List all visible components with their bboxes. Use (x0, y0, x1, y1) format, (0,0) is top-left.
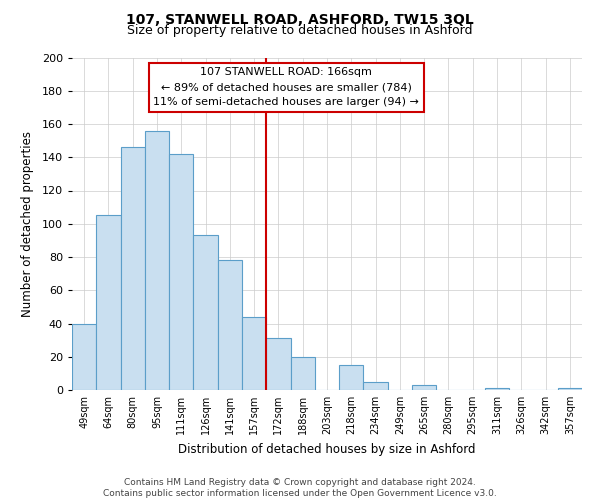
Bar (558, 388, 582, 390)
Bar (96, 216, 121, 390)
Bar (145, 130, 169, 390)
Bar (266, 338, 290, 390)
Bar (72, 324, 96, 390)
Text: 107, STANWELL ROAD, ASHFORD, TW15 3QL: 107, STANWELL ROAD, ASHFORD, TW15 3QL (126, 12, 474, 26)
Bar (339, 365, 364, 390)
Text: Size of property relative to detached houses in Ashford: Size of property relative to detached ho… (127, 24, 473, 37)
Bar (290, 357, 315, 390)
Text: Contains HM Land Registry data © Crown copyright and database right 2024.
Contai: Contains HM Land Registry data © Crown c… (103, 478, 497, 498)
X-axis label: Distribution of detached houses by size in Ashford: Distribution of detached houses by size … (178, 442, 476, 456)
Bar (242, 317, 266, 390)
Bar (169, 154, 193, 390)
Bar (121, 148, 145, 390)
Bar (193, 236, 218, 390)
Bar (364, 382, 388, 390)
Text: 107 STANWELL ROAD: 166sqm
← 89% of detached houses are smaller (784)
11% of semi: 107 STANWELL ROAD: 166sqm ← 89% of detac… (153, 68, 419, 107)
Y-axis label: Number of detached properties: Number of detached properties (20, 130, 34, 317)
Bar (485, 388, 509, 390)
Bar (412, 385, 436, 390)
Bar (218, 260, 242, 390)
